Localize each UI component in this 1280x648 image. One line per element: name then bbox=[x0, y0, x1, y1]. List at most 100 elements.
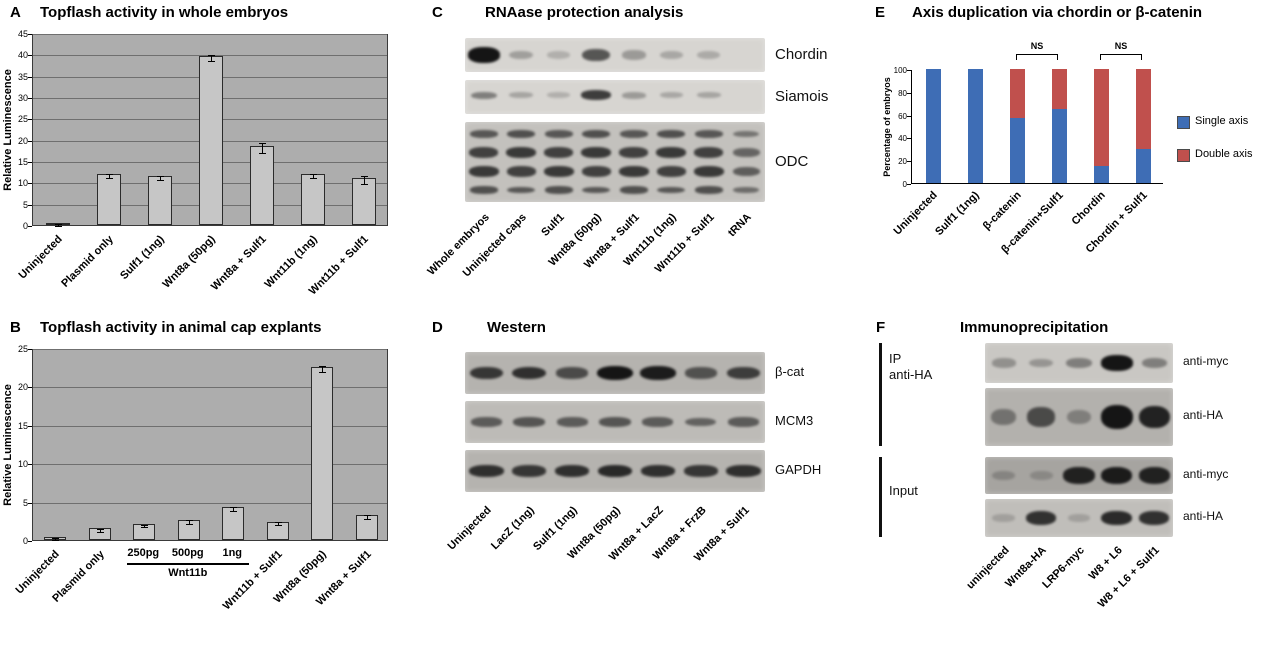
y-tick-label: 25 bbox=[17, 344, 28, 354]
rnase-protection-blots: Chordin Siamois ODC Whole embryos Uninjected… bbox=[425, 0, 855, 315]
blot-band bbox=[582, 186, 611, 194]
blot-strip bbox=[985, 388, 1173, 446]
blot-band bbox=[1101, 510, 1132, 526]
blot-row-label: anti-HA bbox=[1183, 509, 1224, 523]
error-bar-cap bbox=[208, 61, 215, 63]
blot-band bbox=[621, 92, 646, 99]
error-bar-cap bbox=[208, 55, 215, 57]
blot-band bbox=[582, 130, 611, 138]
blot-band bbox=[697, 50, 721, 60]
y-axis-label: Relative Luminescence bbox=[2, 384, 14, 506]
legend-label: Single axis bbox=[1195, 115, 1249, 127]
blot-band bbox=[1066, 357, 1092, 368]
group-underline bbox=[127, 563, 249, 565]
blot-row-label: MCM3 bbox=[775, 413, 814, 428]
error-bar bbox=[109, 173, 111, 178]
blot-strip bbox=[465, 38, 765, 72]
blot-band bbox=[544, 147, 574, 158]
y-tick-label: 10 bbox=[17, 178, 28, 189]
error-bar-cap bbox=[185, 520, 193, 522]
bar-segment-single-axis bbox=[1051, 108, 1067, 183]
y-tick-mark bbox=[28, 541, 32, 542]
legend-swatch-double-axis bbox=[1177, 149, 1190, 162]
blot-band bbox=[544, 186, 573, 194]
blot-band bbox=[659, 92, 683, 99]
panel-title-e: Axis duplication via chordin or β-cateni… bbox=[912, 4, 1203, 21]
y-tick-mark bbox=[28, 183, 32, 185]
y-tick-label: 60 bbox=[898, 111, 907, 121]
gridline bbox=[33, 464, 387, 466]
blot-band bbox=[469, 366, 504, 380]
panel-letter-c: C bbox=[432, 4, 443, 21]
blot-band bbox=[1141, 357, 1167, 368]
blot-band bbox=[547, 50, 571, 60]
blot-band bbox=[1100, 355, 1133, 371]
bar bbox=[351, 178, 376, 225]
bar-segment-double-axis bbox=[1009, 69, 1025, 119]
group-label: IP anti-HA bbox=[889, 351, 933, 383]
y-tick-label: 20 bbox=[898, 157, 907, 167]
blot-row-label: anti-myc bbox=[1183, 466, 1229, 481]
blot-row-label: β-cat bbox=[775, 364, 805, 379]
blot-band bbox=[596, 365, 634, 381]
panel-letter-a: A bbox=[10, 4, 21, 21]
error-bar-cap bbox=[319, 366, 327, 368]
blot-row-label: Chordin bbox=[775, 46, 828, 63]
y-tick-label: 20 bbox=[17, 382, 28, 393]
panel-title-c: RNAase protection analysis bbox=[485, 4, 684, 21]
blot-row-label: anti-myc bbox=[1183, 354, 1229, 368]
blot-band bbox=[513, 417, 546, 427]
blot-band bbox=[469, 130, 498, 138]
error-bar-cap bbox=[230, 510, 238, 512]
y-tick-mark bbox=[28, 98, 32, 99]
error-bar-cap bbox=[106, 177, 114, 179]
blot-band bbox=[470, 91, 497, 99]
error-bar-cap bbox=[157, 175, 165, 177]
error-bar bbox=[363, 175, 365, 185]
error-bar-cap bbox=[258, 142, 266, 144]
blot-band bbox=[991, 358, 1016, 368]
blot-band bbox=[469, 147, 499, 158]
gridline bbox=[33, 502, 387, 504]
error-bar bbox=[144, 524, 146, 528]
error-bar-cap bbox=[274, 525, 282, 527]
blot-band bbox=[556, 417, 588, 427]
error-bar-cap bbox=[96, 529, 104, 531]
blot-band bbox=[642, 417, 674, 427]
blot-band bbox=[1027, 407, 1056, 427]
error-bar-cap bbox=[309, 173, 317, 175]
bar bbox=[300, 173, 325, 225]
group-label: Wnt11b bbox=[168, 567, 208, 579]
plot-area bbox=[32, 349, 388, 541]
error-bar-cap bbox=[157, 180, 165, 182]
blot-band bbox=[992, 470, 1016, 481]
panel-c-rnase-protection: C RNAase protection analysis Chordin Siam… bbox=[425, 0, 855, 315]
blot-band bbox=[619, 186, 648, 194]
y-tick-mark bbox=[28, 34, 32, 35]
blot-band bbox=[619, 147, 649, 158]
error-bar-cap bbox=[363, 514, 371, 516]
bar bbox=[133, 523, 156, 540]
blot-band bbox=[467, 47, 500, 63]
blot-band bbox=[657, 186, 686, 194]
y-tick-label: 40 bbox=[17, 50, 28, 61]
error-bar-cap bbox=[141, 527, 149, 529]
error-bar-cap bbox=[360, 184, 368, 186]
blot-band bbox=[694, 130, 723, 138]
bar-segment-double-axis bbox=[1135, 69, 1151, 149]
y-tick-label: 0 bbox=[902, 180, 907, 189]
bar-chart-animal-caps: Relative Luminescence 0 5 10 15 20 25 Uninjecte… bbox=[0, 341, 420, 648]
panel-letter-e: E bbox=[875, 4, 886, 21]
y-tick-label: 0 bbox=[22, 536, 28, 546]
y-tick-label: 25 bbox=[17, 114, 28, 125]
error-bar-cap bbox=[258, 153, 266, 155]
y-tick-mark bbox=[28, 502, 32, 504]
panel-f-immunoprecipitation: F Immunoprecipitation anti-myc anti-HA ant… bbox=[865, 315, 1280, 648]
y-tick-mark bbox=[28, 140, 32, 142]
error-bar-cap bbox=[363, 518, 371, 520]
blot-band bbox=[599, 417, 631, 427]
stacked-bar-chart-axis-duplication: Percentage of embryos 0 20 40 60 80 100 Uninjec… bbox=[865, 26, 1280, 315]
x-category-label: 500pg bbox=[171, 547, 204, 559]
bar-segment-single-axis bbox=[967, 69, 983, 183]
